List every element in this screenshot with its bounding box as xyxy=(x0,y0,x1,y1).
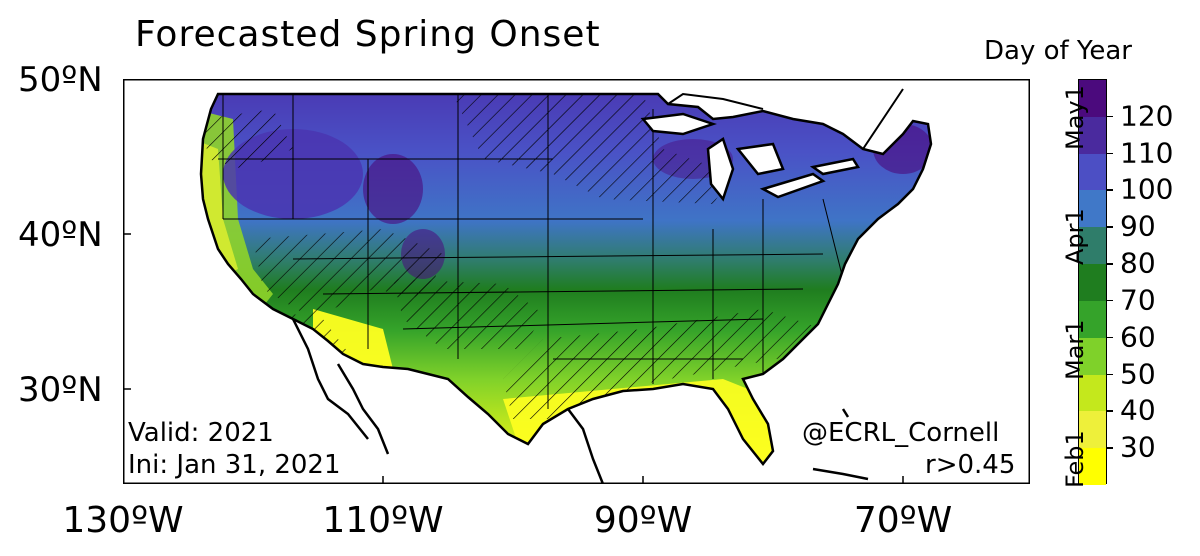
month-label-apr1: Apr1 xyxy=(1061,208,1089,265)
colorbar-tick xyxy=(1107,189,1113,191)
spring-onset-map xyxy=(123,79,1030,484)
colorbar-tick xyxy=(1107,410,1113,412)
colorbar-tick xyxy=(1107,115,1113,118)
colorbar-label: 60 xyxy=(1120,320,1156,354)
colorbar-tick xyxy=(1107,226,1113,228)
colorbar-label: 40 xyxy=(1120,393,1156,427)
colorbar xyxy=(1078,79,1107,486)
colorbar-tick xyxy=(1107,336,1113,339)
month-label-may1: May1 xyxy=(1061,85,1089,150)
colorbar-tick xyxy=(1107,152,1113,155)
lat-label-40n: 40ºN xyxy=(18,215,103,255)
colorbar-label: 120 xyxy=(1120,99,1174,133)
colorbar-segment xyxy=(1079,374,1106,412)
colorbar-segment xyxy=(1079,337,1106,376)
colorbar-segment xyxy=(1079,190,1106,228)
lon-label-130w: 130ºW xyxy=(62,500,184,541)
colorbar-segment xyxy=(1079,264,1106,302)
colorbar-segment xyxy=(1079,116,1106,155)
month-label-feb1: Feb1 xyxy=(1061,430,1089,488)
colorbar-label: 70 xyxy=(1120,283,1156,317)
month-label-mar1: Mar1 xyxy=(1061,319,1089,380)
lat-label-50n: 50ºN xyxy=(18,60,103,100)
colorbar-title: Day of Year xyxy=(984,36,1132,66)
colorbar-tick xyxy=(1107,447,1113,449)
colorbar-label: 110 xyxy=(1120,136,1174,170)
colorbar-label: 90 xyxy=(1120,209,1156,243)
lon-label-110w: 110ºW xyxy=(322,500,444,541)
lat-label-30n: 30ºN xyxy=(18,370,103,410)
credit-label: @ECRL_Cornell xyxy=(802,418,1000,448)
colorbar-label: 30 xyxy=(1120,430,1156,464)
colorbar-tick xyxy=(1107,373,1113,376)
colorbar-label: 100 xyxy=(1120,172,1174,206)
colorbar-tick xyxy=(1107,263,1113,265)
colorbar-label: 50 xyxy=(1120,357,1156,391)
colorbar-segment xyxy=(1079,411,1106,449)
colorbar-segment xyxy=(1079,153,1106,191)
colorbar-segment xyxy=(1079,227,1106,265)
lon-label-70w: 70ºW xyxy=(853,500,953,541)
colorbar-segment xyxy=(1079,448,1106,486)
colorbar-segment xyxy=(1079,80,1106,118)
colorbar-segment xyxy=(1079,300,1106,339)
colorbar-label: 80 xyxy=(1120,246,1156,280)
valid-year-label: Valid: 2021 xyxy=(128,418,274,448)
map-title: Forecasted Spring Onset xyxy=(135,14,601,55)
lon-label-90w: 90ºW xyxy=(593,500,693,541)
colorbar-tick xyxy=(1107,299,1113,302)
correlation-label: r>0.45 xyxy=(925,450,1016,480)
init-date-label: Ini: Jan 31, 2021 xyxy=(128,450,341,480)
